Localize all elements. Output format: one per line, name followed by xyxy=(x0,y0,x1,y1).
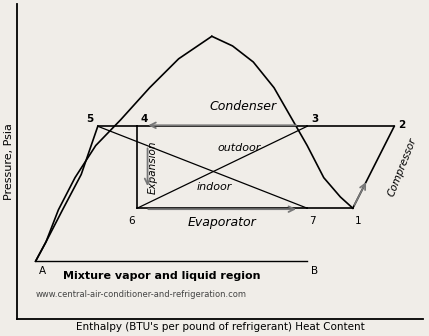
Text: Expansion: Expansion xyxy=(148,140,157,194)
X-axis label: Enthalpy (BTU's per pound of refrigerant) Heat Content: Enthalpy (BTU's per pound of refrigerant… xyxy=(76,322,365,332)
Text: Evaporator: Evaporator xyxy=(188,216,257,229)
Text: 5: 5 xyxy=(86,114,94,124)
Text: www.central-air-conditioner-and-refrigeration.com: www.central-air-conditioner-and-refriger… xyxy=(36,290,247,299)
Text: 1: 1 xyxy=(355,216,362,226)
Text: outdoor: outdoor xyxy=(217,143,260,153)
Text: 6: 6 xyxy=(129,216,135,226)
Text: Condenser: Condenser xyxy=(209,100,276,114)
Text: 3: 3 xyxy=(311,114,319,124)
Y-axis label: Pressure, Psia: Pressure, Psia xyxy=(4,123,14,200)
Text: indoor: indoor xyxy=(196,181,232,192)
Text: A: A xyxy=(39,266,46,276)
Text: Compressor: Compressor xyxy=(386,136,418,198)
Text: 2: 2 xyxy=(399,120,406,130)
Text: B: B xyxy=(311,266,317,276)
Text: 4: 4 xyxy=(141,114,148,124)
Text: Mixture vapor and liquid region: Mixture vapor and liquid region xyxy=(63,271,261,281)
Text: 7: 7 xyxy=(309,216,316,226)
